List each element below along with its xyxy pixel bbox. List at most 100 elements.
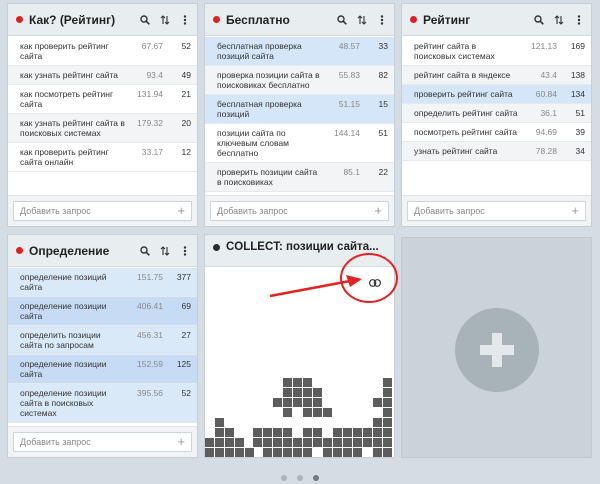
query-text: проверить позиции сайта в поисковиках (217, 167, 318, 187)
query-count: 49 (181, 70, 191, 80)
card-footer: Добавить запрос + (8, 426, 197, 457)
query-count: 69 (181, 301, 191, 311)
query-text: определение позиций сайта (20, 272, 107, 292)
query-value: 60.84 (535, 89, 557, 99)
add-query-input[interactable]: Добавить запрос + (210, 201, 389, 221)
card-header: Как? (Рейтинг) (8, 4, 197, 36)
add-group-card[interactable] (401, 237, 592, 458)
list-item[interactable]: бесплатная проверка позиций 51.15 15 (205, 95, 394, 124)
query-count: 12 (181, 147, 191, 157)
query-count: 134 (570, 89, 585, 99)
query-value: 144.14 (334, 128, 360, 138)
list-item[interactable]: как узнать рейтинг сайта в поисковых сис… (8, 114, 197, 143)
query-value: 406.41 (137, 301, 163, 311)
sort-icon[interactable] (159, 245, 171, 257)
add-query-input[interactable]: Добавить запрос + (13, 201, 192, 221)
plus-icon[interactable]: + (177, 434, 185, 449)
list-item[interactable]: позиции сайта по ключевым словам бесплат… (205, 124, 394, 163)
query-value: 131.94 (137, 89, 163, 99)
list-item[interactable]: как посмотреть рейтинг сайта 131.94 21 (8, 85, 197, 114)
query-count: 125 (176, 359, 191, 369)
query-value: 67.67 (141, 41, 163, 51)
query-text: посмотреть рейтинг сайта (414, 127, 517, 137)
query-list: рейтинг сайта в поисковых системах 121.13… (402, 37, 591, 195)
card-header: Рейтинг (402, 4, 591, 36)
query-value: 36.1 (540, 108, 557, 118)
query-list: как проверить рейтинг сайта 67.67 52 как у… (8, 37, 197, 195)
card-footer: Добавить запрос + (8, 195, 197, 226)
query-text: бесплатная проверка позиций (217, 99, 302, 119)
list-item[interactable]: проверка позиции сайта в поисковиках бес… (205, 66, 394, 95)
query-count: 377 (176, 272, 191, 282)
card-opredelenie: Определение определение позиций сайта 151… (7, 234, 198, 458)
query-text: определить рейтинг сайта (414, 108, 518, 118)
query-count: 52 (181, 388, 191, 398)
plus-icon[interactable] (455, 308, 539, 392)
list-item[interactable]: определение позиции сайта 406.41 69 (8, 297, 197, 326)
list-item[interactable]: рейтинг сайта в яндексе 43.4 138 (402, 66, 591, 85)
query-count: 82 (378, 70, 388, 80)
list-item[interactable]: бесплатная проверка позиций сайта 48.57 33 (205, 37, 394, 66)
list-item[interactable]: как проверить рейтинг сайта 67.67 52 (8, 37, 197, 66)
query-text: позиции сайта по ключевым словам бесплат… (217, 128, 289, 158)
query-count: 52 (181, 41, 191, 51)
search-icon[interactable] (533, 14, 545, 26)
more-vertical-icon[interactable] (179, 14, 191, 26)
query-text: бесплатная проверка позиций сайта (217, 41, 302, 61)
query-count: 39 (575, 127, 585, 137)
card-besplatno: Бесплатно бесплатная проверка позиций са… (204, 3, 395, 227)
status-dot-icon (213, 16, 220, 23)
search-icon[interactable] (139, 245, 151, 257)
list-item[interactable]: как узнать рейтинг сайта 93.4 49 (8, 66, 197, 85)
more-vertical-icon[interactable] (573, 14, 585, 26)
query-count: 15 (378, 99, 388, 109)
query-value: 395.56 (137, 388, 163, 398)
more-vertical-icon[interactable] (376, 14, 388, 26)
query-value: 55.83 (338, 70, 360, 80)
status-dot-icon (410, 16, 417, 23)
status-dot-icon (213, 244, 220, 251)
sort-icon[interactable] (553, 14, 565, 26)
page-dot[interactable] (281, 475, 287, 481)
query-count: 34 (575, 146, 585, 156)
list-item[interactable]: как проверить рейтинг сайта онлайн 33.17 1… (8, 143, 197, 172)
list-item[interactable]: определение позиции сайта 152.59 125 (8, 355, 197, 384)
list-item[interactable]: проверить позиции сайта в поисковиках 85.… (205, 163, 394, 192)
card-header: Определение (8, 235, 197, 267)
page-dot[interactable] (297, 475, 303, 481)
search-icon[interactable] (336, 14, 348, 26)
list-item[interactable]: проверить рейтинг сайта 60.84 134 (402, 85, 591, 104)
add-query-input[interactable]: Добавить запрос + (13, 432, 192, 452)
query-text: проверить рейтинг сайта (414, 89, 513, 99)
query-value: 94.69 (535, 127, 557, 137)
list-item[interactable]: определение позиций сайта 151.75 377 (8, 268, 197, 297)
more-vertical-icon[interactable] (179, 245, 191, 257)
query-text: как проверить рейтинг сайта (20, 41, 109, 61)
list-item[interactable]: узнать рейтинг сайта 78.28 34 (402, 142, 591, 161)
plus-icon[interactable]: + (571, 203, 579, 218)
plus-icon[interactable]: + (177, 203, 185, 218)
add-query-placeholder: Добавить запрос (414, 206, 485, 216)
card-footer: Добавить запрос + (402, 195, 591, 226)
card-title: Как? (Рейтинг) (29, 12, 116, 27)
add-query-input[interactable]: Добавить запрос + (407, 201, 586, 221)
sort-icon[interactable] (356, 14, 368, 26)
query-text: определение позиции сайта (20, 301, 107, 321)
list-item[interactable]: определить рейтинг сайта 36.1 51 (402, 104, 591, 123)
query-count: 33 (378, 41, 388, 51)
list-item[interactable]: посмотреть рейтинг сайта 94.69 39 (402, 123, 591, 142)
query-value: 78.28 (535, 146, 557, 156)
query-value: 456.31 (137, 330, 163, 340)
plus-icon[interactable]: + (374, 203, 382, 218)
query-text: определение позиции сайта (20, 359, 107, 379)
list-item[interactable]: рейтинг сайта в поисковых системах 121.13… (402, 37, 591, 66)
sort-icon[interactable] (159, 14, 171, 26)
search-icon[interactable] (139, 14, 151, 26)
query-count: 27 (181, 330, 191, 340)
add-query-placeholder: Добавить запрос (20, 437, 91, 447)
list-item[interactable]: определить позиции сайта по запросам 456.… (8, 326, 197, 355)
page-dot-active[interactable] (313, 475, 319, 481)
query-text: рейтинг сайта в яндексе (414, 70, 511, 80)
list-item[interactable]: определение позиции сайта в поисковых си… (8, 384, 197, 423)
tetris-blocks (205, 378, 392, 457)
